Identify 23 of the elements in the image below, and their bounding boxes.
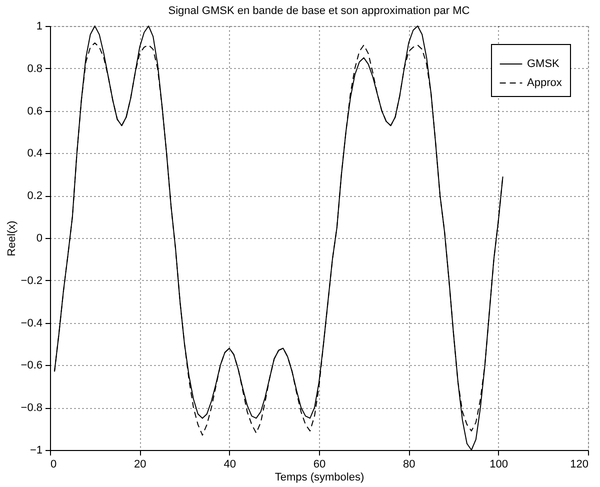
y-tick-label: 0.6 xyxy=(27,105,42,118)
x-tick-label: 0 xyxy=(50,458,57,470)
y-tick-label: 0.8 xyxy=(27,62,42,75)
x-tick-label: 120 xyxy=(570,458,588,470)
x-tick-label: 40 xyxy=(224,458,236,470)
y-tick-label: 0.2 xyxy=(27,190,42,202)
chart-title: Signal GMSK en bande de base et son approximation par MC xyxy=(168,5,470,17)
y-tick-label: −1 xyxy=(30,444,42,456)
x-axis-title: Temps (symboles) xyxy=(274,472,364,484)
y-tick-label: −0.8 xyxy=(20,402,42,414)
y-tick-label: 1 xyxy=(36,20,42,32)
y-tick-label: 0 xyxy=(36,232,42,244)
y-tick-label: −0.4 xyxy=(20,317,42,330)
y-tick-label: −0.6 xyxy=(20,360,42,372)
y-tick-label: 0.4 xyxy=(27,148,42,160)
x-tick-label: 100 xyxy=(490,458,508,470)
legend-label: Approx xyxy=(527,77,562,89)
x-tick-label: 60 xyxy=(313,458,326,470)
x-tick-label: 20 xyxy=(134,458,146,470)
y-axis-title: Reel(x) xyxy=(6,220,18,256)
y-tick-label: −0.2 xyxy=(20,274,42,287)
legend-label: GMSK xyxy=(527,58,560,70)
x-tick-label: 80 xyxy=(403,458,416,470)
